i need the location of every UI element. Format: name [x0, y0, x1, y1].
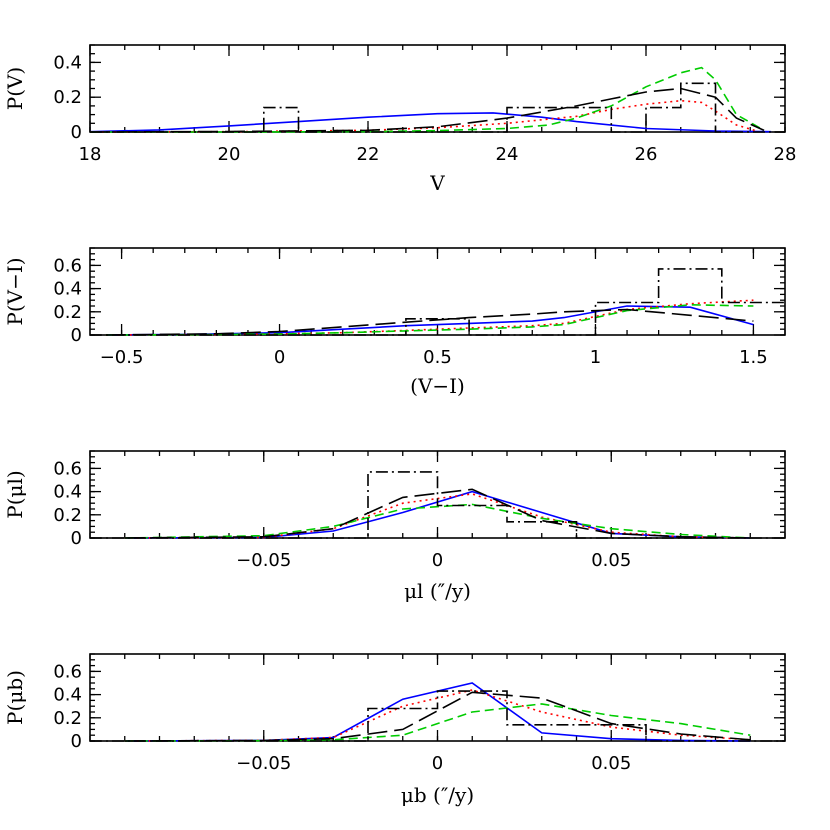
x-minor-ticks — [89, 450, 786, 539]
x-tick-label: 0.05 — [591, 550, 631, 571]
y-tick-label: 0.2 — [53, 87, 82, 108]
x-axis-label: μl (″/y) — [404, 579, 471, 603]
series-dashdot-hist — [90, 82, 785, 133]
y-tick-label: 0 — [71, 731, 82, 752]
x-tick-label: 0 — [432, 550, 443, 571]
x-tick-label: 24 — [496, 144, 519, 165]
panel-2: −0.5 0 0.5 1 1.500.20.40.6(V−I)P(V−I) — [3, 247, 786, 398]
x-tick-label: 22 — [357, 144, 380, 165]
y-tick-label: 0 — [71, 528, 82, 549]
x-tick-label: 18 — [79, 144, 102, 165]
y-tick-label: 0.4 — [53, 279, 82, 300]
series-dashed-long — [89, 87, 765, 133]
y-tick-label: 0 — [71, 122, 82, 143]
x-tick-label: 28 — [774, 144, 797, 165]
y-tick-label: 0.4 — [53, 685, 82, 706]
x-axis-label: (V−I) — [410, 374, 465, 398]
series-dashed-long — [105, 308, 754, 336]
x-tick-label: 1 — [590, 347, 601, 368]
series-dashdot-hist — [90, 471, 785, 539]
y-tick-label: 0 — [71, 325, 82, 346]
y-tick-label: 0.2 — [53, 505, 82, 526]
y-tick-label: 0.6 — [53, 661, 82, 682]
x-tick-label: 0.05 — [591, 753, 631, 774]
x-tick-label: 20 — [218, 144, 241, 165]
x-tick-label: −0.05 — [236, 550, 291, 571]
x-tick-label: 26 — [635, 144, 658, 165]
x-tick-label: −0.5 — [100, 347, 144, 368]
y-tick-label: 0.6 — [53, 255, 82, 276]
x-axis-label: μb (″/y) — [401, 783, 474, 807]
y-tick-label: 0.2 — [53, 708, 82, 729]
x-tick-label: 0.5 — [423, 347, 452, 368]
x-minor-ticks — [90, 247, 786, 336]
y-tick-label: 0.6 — [53, 458, 82, 479]
x-tick-label: 0 — [432, 753, 443, 774]
y-axis-label: P(V−I) — [3, 257, 27, 325]
y-axis-label: P(μb) — [3, 670, 27, 725]
plot-frame — [89, 450, 786, 539]
series-solid — [89, 112, 772, 133]
series-dashdot-hist — [90, 690, 785, 742]
x-tick-label: −0.05 — [236, 753, 291, 774]
series-dashed-short — [90, 66, 765, 133]
panel-1: 18 20 22 24 26 28 0 0.2 0.4 V P(V) — [3, 44, 797, 195]
y-tick-label: 0.2 — [53, 302, 82, 323]
plot-frame — [89, 247, 786, 336]
y-tick-label: 0.4 — [53, 482, 82, 503]
series-dashed-long — [124, 691, 751, 742]
x-axis-label: V — [429, 171, 445, 195]
x-tick-label: 0 — [274, 347, 285, 368]
series-dashed-short — [124, 503, 751, 539]
series-dashdot-hist — [90, 268, 785, 336]
x-tick-label: 1.5 — [739, 347, 768, 368]
y-axis-label: P(μl) — [3, 470, 27, 518]
y-tick-label: 0.4 — [53, 52, 82, 73]
series-dashed-long — [124, 488, 751, 539]
y-axis-label: P(V) — [3, 67, 27, 111]
